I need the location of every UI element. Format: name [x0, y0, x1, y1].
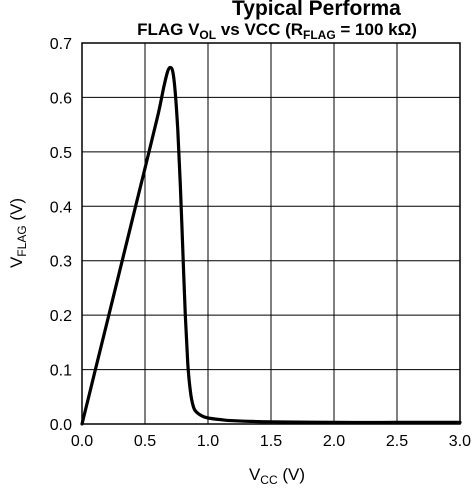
y-tick-label: 0.4 — [50, 199, 72, 216]
x-tick-labels: 0.0 0.5 1.0 1.5 2.0 2.5 3.0 — [71, 433, 471, 450]
x-tick-label: 1.0 — [197, 433, 219, 450]
grid-lines — [81, 42, 461, 425]
y-tick-label: 0.2 — [50, 308, 72, 325]
x-tick-label: 0.5 — [134, 433, 156, 450]
y-tick-label: 0.1 — [50, 363, 72, 380]
x-tick-label: 2.5 — [386, 433, 408, 450]
y-tick-label: 0.0 — [50, 417, 72, 434]
chart-title: FLAG VOL vs VCC (RFLAG = 100 kΩ) — [137, 20, 417, 42]
x-axis-label: VCC (V) — [249, 465, 305, 487]
series-line-vflag — [80, 65, 462, 426]
x-tick-label: 1.5 — [260, 433, 282, 450]
x-tick-label: 0.0 — [71, 433, 93, 450]
x-tick-label: 2.0 — [323, 433, 345, 450]
x-tick-label: 3.0 — [449, 433, 471, 450]
y-tick-label: 0.7 — [50, 36, 72, 53]
plot-area-frame — [81, 42, 461, 425]
y-tick-labels: 0.0 0.1 0.2 0.3 0.4 0.5 0.6 0.7 — [50, 36, 72, 434]
y-axis-label: VFLAG (V) — [7, 198, 29, 268]
y-tick-label: 0.3 — [50, 254, 72, 271]
y-tick-label: 0.6 — [50, 90, 72, 107]
y-tick-label: 0.5 — [50, 145, 72, 162]
section-heading-cutoff: Typical Performa — [232, 0, 401, 20]
